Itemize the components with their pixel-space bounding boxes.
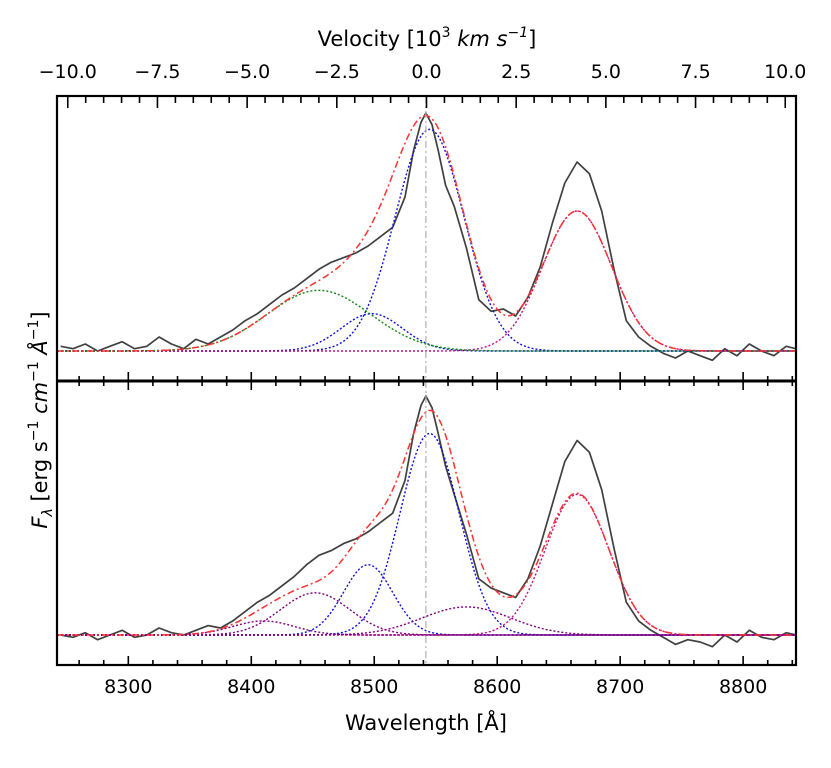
top-panel (57, 112, 796, 362)
bottom-observed-spectrum (60, 395, 796, 648)
wavelength-tick-label: 8800 (719, 676, 767, 698)
velocity-tick-label: −2.5 (314, 61, 360, 83)
velocity-tick-label: 0.0 (411, 61, 441, 83)
bottom-component-4 (57, 592, 795, 636)
wavelength-tick-label: 8300 (104, 676, 152, 698)
velocity-tick-label: −7.5 (134, 61, 180, 83)
velocity-tick-label: 5.0 (591, 61, 621, 83)
top-observed-spectrum (60, 112, 796, 362)
axes-group: 8300 8400 8500 8600 8700 8800 −10.0 −7.5 −5.0 −2.… (39, 61, 807, 698)
bottom-component-0 (57, 564, 795, 636)
wavelength-tick-label: 8700 (596, 676, 644, 698)
velocity-tick-label: −10.0 (39, 61, 97, 83)
bottom-axis-title: Wavelength [Å] (345, 709, 507, 735)
wavelength-tick-label: 8400 (227, 676, 275, 698)
velocity-tick-label: 7.5 (680, 61, 710, 83)
wavelength-tick-label: 8600 (473, 676, 521, 698)
velocity-tick-label: 2.5 (501, 61, 531, 83)
y-axis-title: Fλ [erg s−1 cm−1 Å−1] (26, 311, 56, 528)
top-axis-title: Velocity [103 km s−1] (318, 25, 537, 51)
top-component-3 (57, 289, 795, 352)
bottom-panel (57, 395, 796, 648)
wavelength-tick-label: 8500 (350, 676, 398, 698)
velocity-tick-label: 10.0 (764, 61, 806, 83)
velocity-tick-label: −5.0 (224, 61, 270, 83)
bottom-total-fit (57, 409, 795, 636)
bottom-component-3 (57, 620, 795, 636)
